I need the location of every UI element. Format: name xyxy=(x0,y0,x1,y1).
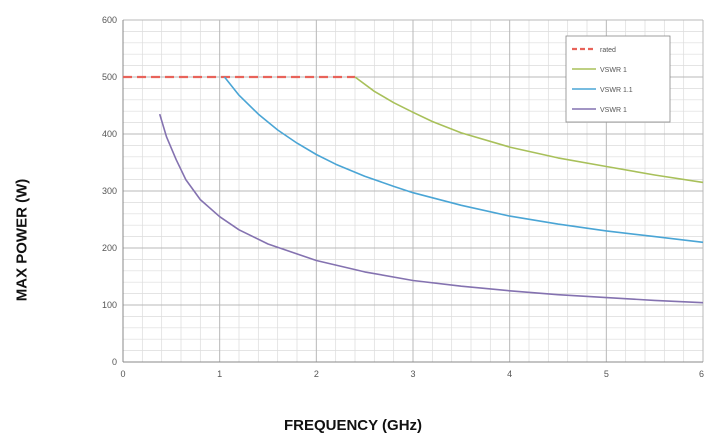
x-tick-label: 0 xyxy=(120,369,125,379)
legend-label: VSWR 1 xyxy=(600,107,627,114)
y-tick-label: 0 xyxy=(112,357,117,367)
x-tick-label: 1 xyxy=(217,369,222,379)
y-tick-label: 300 xyxy=(102,186,117,196)
x-tick-label: 2 xyxy=(314,369,319,379)
y-tick-label: 200 xyxy=(102,243,117,253)
series-line-2 xyxy=(354,76,704,184)
y-tick-label: 500 xyxy=(102,72,117,82)
series-line-3 xyxy=(223,76,704,244)
x-axis-label: FREQUENCY (GHz) xyxy=(283,417,423,434)
y-tick-label: 600 xyxy=(102,15,117,25)
legend-box xyxy=(565,35,671,123)
x-tick-label: 4 xyxy=(507,369,512,379)
legend-label: VSWR 1 xyxy=(600,67,627,74)
axes: 0 100 200 300 400 500 600 0 1 2 3 4 5 6 xyxy=(102,15,704,379)
x-tick-label: 5 xyxy=(604,369,609,379)
legend: rated VSWR 1 VSWR 1.1 VSWR 1 xyxy=(565,35,671,123)
series-lines xyxy=(123,75,704,304)
legend-label: rated xyxy=(600,47,616,54)
y-tick-label: 400 xyxy=(102,129,117,139)
y-axis-label: MAX POWER (W) xyxy=(13,178,31,302)
series-line-4 xyxy=(158,113,704,304)
legend-label: VSWR 1.1 xyxy=(600,87,633,94)
x-tick-label: 6 xyxy=(699,369,704,379)
x-tick-label: 3 xyxy=(410,369,415,379)
y-tick-label: 100 xyxy=(102,300,117,310)
